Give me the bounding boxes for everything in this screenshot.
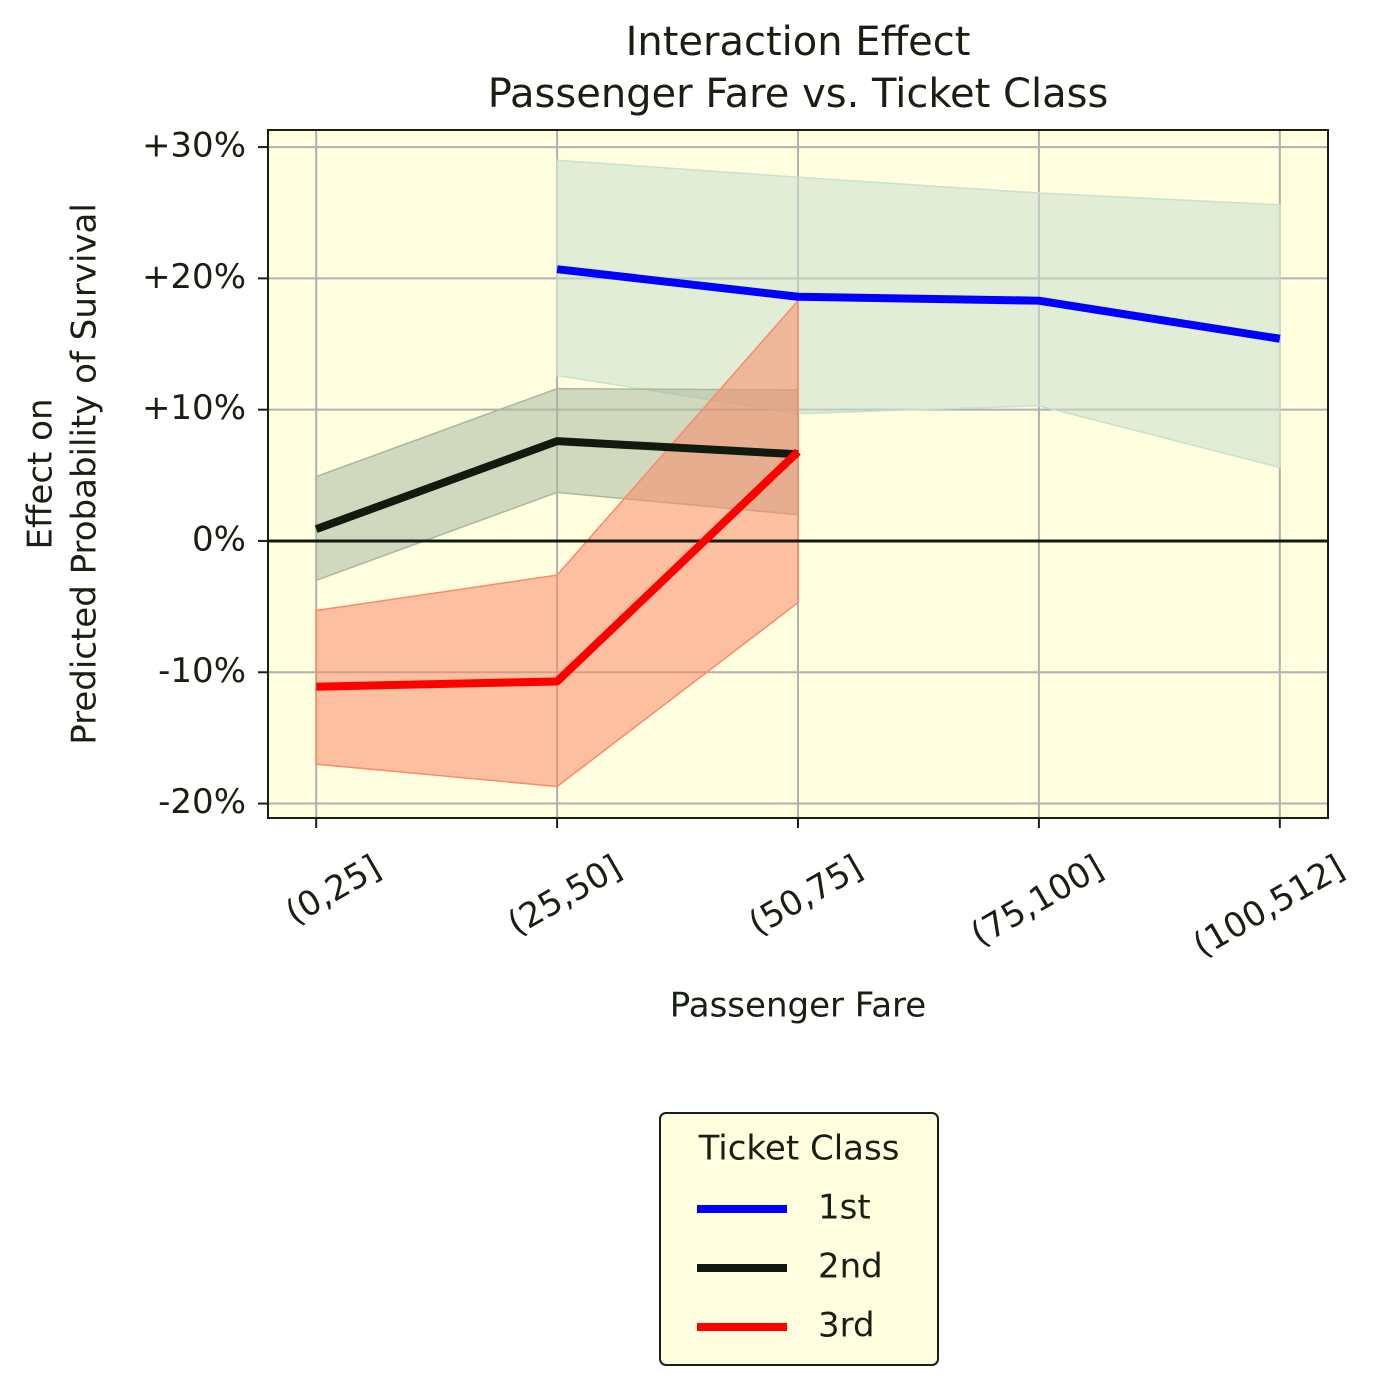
y-tick-label: +10% bbox=[142, 388, 246, 428]
legend-box bbox=[659, 1112, 939, 1366]
y-tick-label: -10% bbox=[158, 651, 246, 691]
x-tick-label: (100,512] bbox=[1186, 847, 1351, 965]
plot-frame bbox=[267, 129, 1329, 819]
y-tick-label: 0% bbox=[192, 519, 246, 559]
y-tick-label: +30% bbox=[142, 126, 246, 166]
chart-title: Interaction Effect bbox=[626, 19, 971, 65]
y-tick-label: +20% bbox=[142, 257, 246, 297]
legend-title: Ticket Class bbox=[698, 1129, 900, 1169]
x-tick-label: (75,100] bbox=[964, 847, 1110, 954]
y-tick-label: -20% bbox=[158, 782, 246, 822]
legend-label: 2nd bbox=[818, 1247, 883, 1287]
x-tick-label: (25,50] bbox=[501, 847, 628, 944]
legend-label: 3rd bbox=[818, 1306, 875, 1346]
y-axis-label: Effect on bbox=[21, 398, 61, 549]
series-line bbox=[556, 265, 1281, 343]
confidence-band bbox=[315, 298, 799, 788]
y-axis-label: Predicted Probability of Survival bbox=[65, 203, 105, 745]
series-line bbox=[314, 437, 799, 533]
legend-label: 1st bbox=[818, 1188, 871, 1228]
x-tick-label: (0,25] bbox=[279, 847, 388, 933]
x-axis-label: Passenger Fare bbox=[670, 986, 926, 1026]
series-line bbox=[316, 448, 801, 691]
chart-subtitle: Passenger Fare vs. Ticket Class bbox=[488, 71, 1109, 117]
x-tick-label: (50,75] bbox=[742, 847, 869, 944]
